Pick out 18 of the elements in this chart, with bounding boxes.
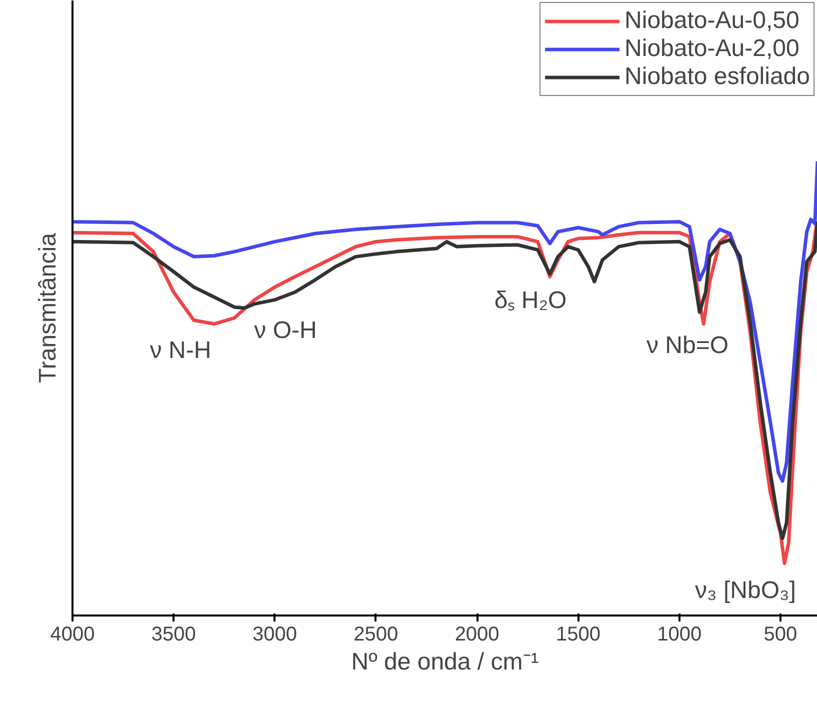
legend-label: Niobato-Au-0,50 — [624, 7, 800, 35]
x-tick-label: 2500 — [354, 624, 398, 646]
x-tick-label: 1000 — [657, 624, 702, 646]
x-tick-label: 2000 — [454, 624, 500, 646]
x-axis-title: Nº de onda / cm⁻¹ — [351, 648, 539, 676]
x-tick-label: 3000 — [252, 624, 298, 646]
annotation: ν N-H — [150, 337, 212, 364]
x-tick-label: 500 — [764, 624, 798, 646]
legend-label: Niobato esfoliado — [624, 63, 810, 91]
annotation: ν Nb=O — [646, 332, 729, 359]
annotation: ν₃ [NbO₃] — [695, 577, 796, 604]
annotation: δₛ H₂O — [494, 287, 567, 314]
legend-label: Niobato-Au-2,00 — [624, 35, 800, 63]
x-tick-label: 1500 — [556, 624, 600, 646]
x-tick-label: 3500 — [151, 624, 196, 646]
x-tick-label: 4000 — [50, 624, 95, 646]
y-axis-title: Transmitância — [34, 232, 62, 383]
annotation: ν O-H — [254, 317, 317, 344]
